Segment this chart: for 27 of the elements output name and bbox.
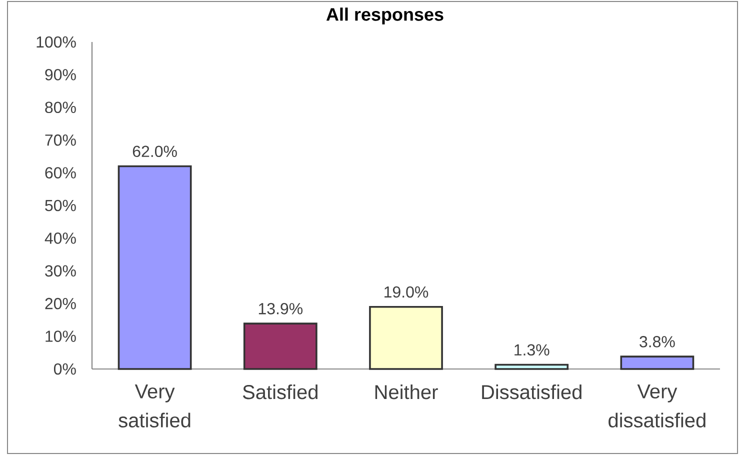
data-label: 3.8% <box>640 336 675 348</box>
bar <box>494 364 569 370</box>
bar <box>118 165 192 370</box>
data-label: 13.9% <box>258 303 303 314</box>
x-tick-label: Very satisfied <box>118 384 190 428</box>
x-tick-label: Dissatisfied <box>482 384 582 400</box>
y-tick-label: 50% <box>45 200 76 212</box>
y-tick-label: 60% <box>45 167 76 178</box>
data-label: 62.0% <box>132 146 177 158</box>
bar <box>369 306 443 370</box>
y-tick-label: 10% <box>46 330 76 342</box>
y-tick-label: 100% <box>36 36 76 48</box>
y-tick-label: 80% <box>45 102 76 114</box>
bar <box>243 322 318 370</box>
y-tick-label: 90% <box>45 69 76 80</box>
y-tick-label: 0% <box>54 363 76 375</box>
x-tick-label: Very dissatisfied <box>608 384 706 428</box>
data-label: 19.0% <box>384 286 428 298</box>
y-tick-label: 30% <box>45 265 76 277</box>
y-tick-label: 40% <box>44 232 76 244</box>
bar <box>620 356 694 370</box>
data-label: 1.3% <box>514 344 550 356</box>
y-tick-label: 70% <box>45 134 76 146</box>
x-tick-label: Neither <box>375 384 438 400</box>
y-tick-label: 20% <box>45 298 76 310</box>
chart-title: All responses <box>326 8 444 24</box>
x-tick-label: Satisfied <box>242 384 318 400</box>
